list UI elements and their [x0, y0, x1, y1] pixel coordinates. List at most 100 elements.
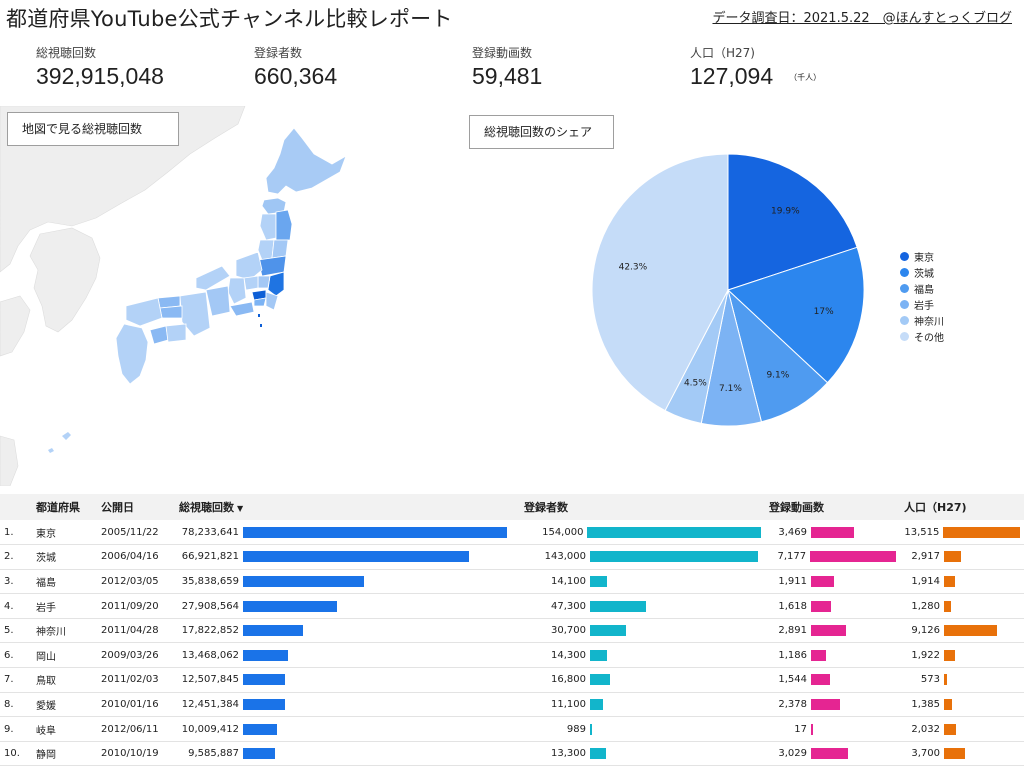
- column-header-rank: [0, 494, 32, 520]
- kpi-value: 392,915,048: [36, 63, 164, 89]
- prefecture-kanagawa[interactable]: [253, 297, 267, 307]
- prefecture-chugoku-west[interactable]: [125, 297, 163, 327]
- pop-cell: 2,032: [900, 716, 1024, 742]
- prefecture-shikoku-east[interactable]: [165, 323, 187, 343]
- videos-bar: [811, 698, 840, 710]
- kpi-label: 登録動画数: [472, 46, 533, 60]
- legend-item[interactable]: 神奈川: [900, 312, 944, 328]
- prefecture-akita[interactable]: [259, 213, 277, 241]
- sort-desc-icon[interactable]: ▼: [237, 504, 244, 513]
- table-row[interactable]: 8. 愛媛 2010/01/16 12,451,384 11,100 2,378 1,385: [0, 692, 1024, 718]
- pie-slice-label: 19.9%: [771, 207, 800, 217]
- videos-cell: 3,029: [765, 741, 900, 766]
- prefecture-niigata[interactable]: [235, 251, 263, 281]
- page-title: 都道府県YouTube公式チャンネル比較レポート: [6, 7, 453, 31]
- videos-bar: [811, 625, 846, 637]
- videos-value: 1,911: [778, 575, 807, 587]
- table-row[interactable]: 5. 神奈川 2011/04/28 17,822,852 30,700 2,891 9,12…: [0, 618, 1024, 644]
- prefecture-chiba[interactable]: [265, 291, 279, 311]
- prefecture-nagano[interactable]: [227, 277, 247, 305]
- pop-bar: [944, 698, 952, 710]
- japan-choropleth-map[interactable]: [0, 106, 460, 486]
- table-row[interactable]: 4. 岩手 2011/09/20 27,908,564 47,300 1,618 1,280: [0, 593, 1024, 619]
- prefecture-gunma[interactable]: [243, 275, 259, 291]
- survey-date-note[interactable]: データ調査日：2021.5.22 @ほんすとっくブログ: [712, 11, 1012, 26]
- table-row[interactable]: 3. 福島 2012/03/05 35,838,659 14,100 1,911 1,914: [0, 569, 1024, 595]
- views-bar: [243, 698, 285, 710]
- legend-swatch: [900, 283, 909, 293]
- date-cell: 2012/06/11: [97, 716, 175, 742]
- column-header-date[interactable]: 公開日: [97, 494, 175, 520]
- prefecture-cell: 福島: [32, 569, 97, 595]
- views-share-pie-chart[interactable]: 19.9% 17% 9.1% 7.1% 4.5% 42.3%: [575, 150, 895, 440]
- table-row[interactable]: 7. 鳥取 2011/02/03 12,507,845 16,800 1,544 573: [0, 667, 1024, 693]
- table-row[interactable]: 10. 静岡 2010/10/19 9,585,887 13,300 3,029 3,700: [0, 741, 1024, 766]
- legend-item[interactable]: 東京: [900, 248, 944, 264]
- views-value: 12,507,845: [181, 674, 239, 686]
- videos-cell: 1,618: [765, 593, 900, 619]
- prefecture-miyagi[interactable]: [271, 239, 289, 259]
- legend-item[interactable]: 福島: [900, 280, 944, 296]
- rank-cell: 3.: [0, 569, 32, 595]
- table-row[interactable]: 1. 東京 2005/11/22 78,233,641 154,000 3,469 13,5…: [0, 520, 1024, 546]
- subs-bar: [590, 551, 758, 563]
- prefecture-ehime[interactable]: [149, 325, 169, 345]
- views-cell: 17,822,852: [175, 618, 520, 644]
- videos-bar: [811, 526, 854, 538]
- pie-slice-label: 7.1%: [719, 384, 742, 394]
- column-header-population[interactable]: 人口（H27): [900, 494, 1024, 520]
- column-header-subscribers[interactable]: 登録者数: [520, 494, 765, 520]
- column-header-views[interactable]: 総視聴回数 ▼: [175, 494, 520, 520]
- table-row[interactable]: 2. 茨城 2006/04/16 66,921,821 143,000 7,177 2,91…: [0, 544, 1024, 570]
- date-cell: 2005/11/22: [97, 520, 175, 546]
- table-row[interactable]: 6. 岡山 2009/03/26 13,468,062 14,300 1,186 1,922: [0, 642, 1024, 669]
- legend-item[interactable]: 茨城: [900, 264, 944, 280]
- prefecture-tochigi[interactable]: [257, 275, 271, 289]
- prefecture-okayama[interactable]: [159, 305, 183, 319]
- views-value: 17,822,852: [181, 625, 239, 637]
- china-coast-shape: [0, 295, 31, 357]
- pop-value: 1,914: [911, 575, 940, 587]
- prefecture-gifu-aichi[interactable]: [205, 285, 231, 317]
- prefecture-hokkaido[interactable]: [265, 127, 347, 195]
- legend-item[interactable]: その他: [900, 328, 944, 344]
- pie-legend: 東京 茨城 福島岩手 神奈川 その他: [900, 248, 944, 344]
- prefecture-kyushu[interactable]: [115, 323, 149, 385]
- prefecture-shizuoka[interactable]: [229, 301, 255, 317]
- kpi-value: 660,364: [254, 63, 338, 89]
- prefecture-cell: 鳥取: [32, 667, 97, 693]
- views-value: 13,468,062: [181, 649, 239, 661]
- pop-bar: [944, 625, 997, 637]
- pop-value: 13,515: [904, 526, 940, 538]
- prefecture-cell: 岡山: [32, 642, 97, 669]
- rank-cell: 10.: [0, 741, 32, 766]
- taiwan-coast-shape: [0, 435, 19, 486]
- views-bar: [243, 674, 285, 686]
- videos-cell: 7,177: [765, 544, 900, 570]
- pop-cell: 3,700: [900, 741, 1024, 766]
- pop-cell: 1,280: [900, 593, 1024, 619]
- pop-value: 1,280: [911, 600, 940, 612]
- subs-bar: [590, 575, 607, 587]
- rank-cell: 5.: [0, 618, 32, 644]
- prefecture-hokuriku[interactable]: [195, 265, 231, 291]
- views-bar: [243, 526, 507, 538]
- prefecture-yamagata[interactable]: [257, 239, 275, 261]
- pie-slice[interactable]: [727, 288, 829, 423]
- pie-slice[interactable]: [727, 246, 865, 384]
- pie-slice[interactable]: [591, 153, 729, 412]
- prefecture-iwate[interactable]: [275, 209, 293, 241]
- pie-slice-label: 9.1%: [766, 370, 789, 380]
- date-cell: 2012/03/05: [97, 569, 175, 595]
- pie-section-button[interactable]: 総視聴回数のシェア: [469, 115, 614, 149]
- table-row[interactable]: 9. 岐阜 2012/06/11 10,009,412 989 17 2,032: [0, 716, 1024, 742]
- map-section-button[interactable]: 地図で見る総視聴回数: [7, 112, 179, 146]
- legend-item[interactable]: 岩手: [900, 296, 944, 312]
- column-header-videos[interactable]: 登録動画数: [765, 494, 900, 520]
- subs-value: 989: [566, 723, 586, 735]
- column-header-prefecture[interactable]: 都道府県: [32, 494, 97, 520]
- pie-slice[interactable]: [727, 153, 858, 291]
- legend-label: 岩手: [914, 300, 934, 312]
- kpi-value: 127,094 （千人）: [690, 63, 821, 90]
- videos-value: 17: [794, 723, 807, 735]
